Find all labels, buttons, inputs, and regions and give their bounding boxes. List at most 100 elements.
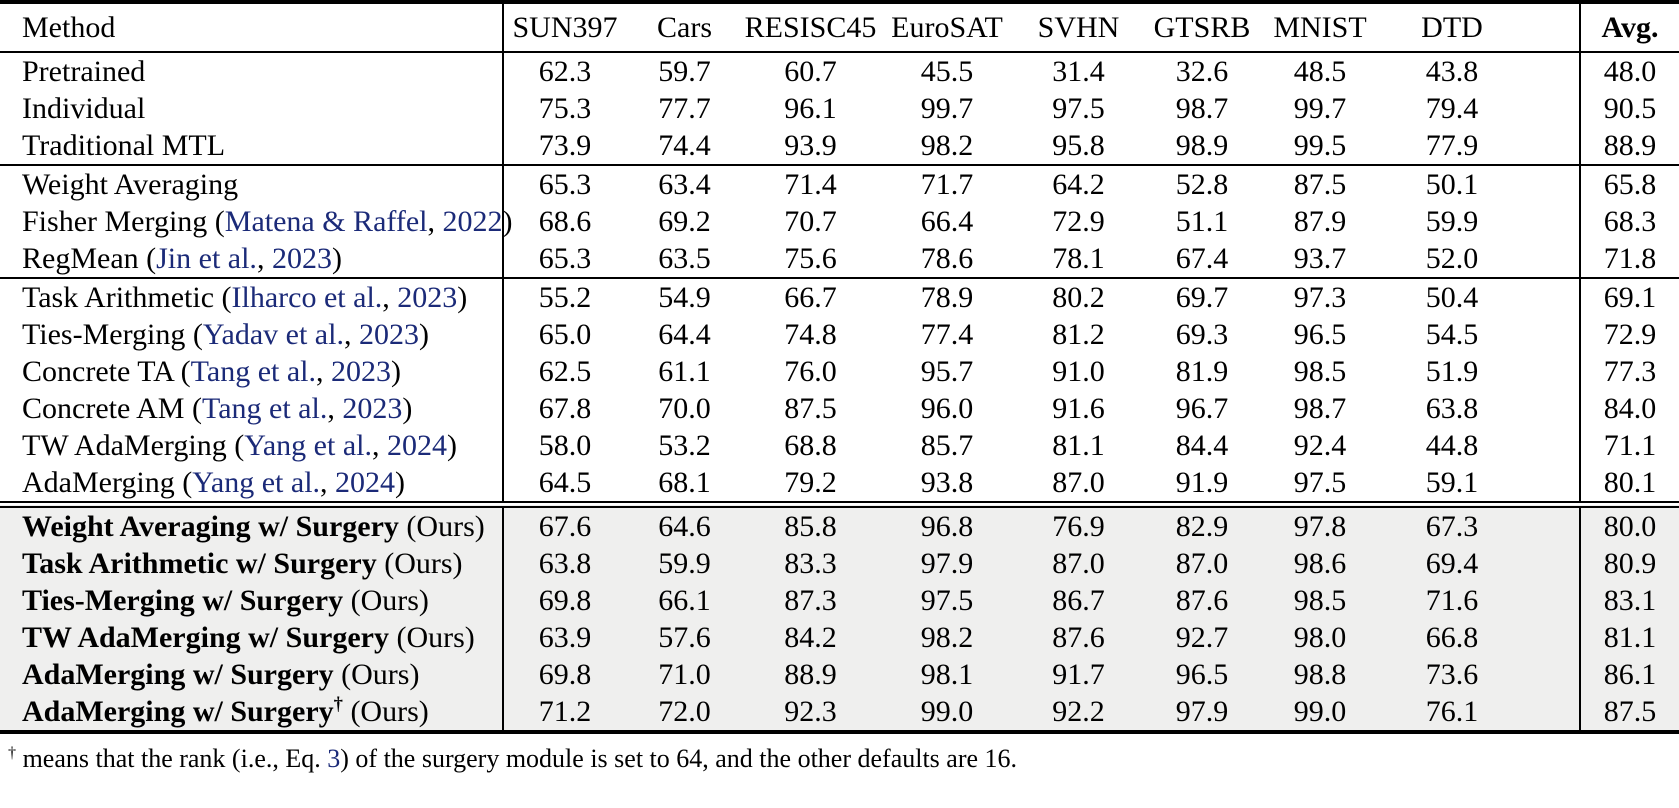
table-row: Concrete AM (Tang et al., 2023) 67.8 70.0 8… bbox=[0, 390, 1679, 427]
score-cell: 74.4 bbox=[626, 127, 743, 166]
method-label-text: Individual bbox=[22, 92, 146, 125]
avg-cell: 90.5 bbox=[1579, 90, 1679, 127]
citation-link[interactable]: Tang et al. bbox=[201, 392, 328, 425]
score-cell: 98.6 bbox=[1293, 547, 1347, 580]
score-cell: 74.8 bbox=[784, 318, 837, 351]
table-row: AdaMerging w/ Surgery† (Ours) 71.2 72.0 92.… bbox=[0, 693, 1679, 734]
dagger-superscript: † bbox=[333, 694, 343, 715]
score-cell: 78.9 bbox=[920, 281, 974, 314]
method-label-text: Ties-Merging ( bbox=[22, 318, 203, 351]
table-row: RegMean (Jin et al., 2023) 65.3 63.5 75.6 78… bbox=[0, 240, 1679, 279]
score-cell: 91.0 bbox=[1052, 355, 1105, 388]
score-cell: 91.9 bbox=[1141, 464, 1263, 508]
footnote: † means that the rank (i.e., Eq. 3) of t… bbox=[0, 734, 1679, 774]
method-name: AdaMerging w/ Surgery bbox=[22, 695, 334, 728]
table-row: TW AdaMerging w/ Surgery (Ours) 63.9 57.6 8… bbox=[0, 619, 1679, 656]
method-label-text: RegMean ( bbox=[22, 242, 157, 275]
score-cell: 69.2 bbox=[658, 205, 711, 238]
score-cell: 92.2 bbox=[1016, 693, 1141, 734]
score-cell: 65.0 bbox=[538, 318, 592, 351]
score-cell: 70.7 bbox=[784, 205, 837, 238]
score-cell: 93.7 bbox=[1263, 240, 1377, 279]
avg-cell: 68.3 bbox=[1579, 203, 1679, 240]
table-row: Task Arithmetic (Ilharco et al., 2023) 55… bbox=[0, 278, 1679, 316]
column-header-dtd: DTD bbox=[1377, 2, 1580, 53]
method-label-text: Traditional MTL bbox=[22, 129, 226, 162]
equation-link[interactable]: 3 bbox=[327, 744, 341, 773]
avg-cell: 80.9 bbox=[1579, 545, 1679, 582]
citation-link[interactable]: Matena & Raffel bbox=[224, 205, 428, 238]
score-cell: 75.6 bbox=[743, 240, 878, 279]
table-row: Weight Averaging w/ Surgery (Ours) 67.6 64… bbox=[0, 504, 1679, 545]
method-label-text: Weight Averaging bbox=[22, 168, 239, 201]
method-cell: Individual bbox=[0, 90, 504, 127]
score-cell: 92.7 bbox=[1175, 621, 1229, 654]
score-cell: 65.3 bbox=[503, 240, 626, 279]
score-cell: 76.9 bbox=[1052, 510, 1105, 543]
table-row: Ties-Merging (Yadav et al., 2023) 65.0 64.… bbox=[0, 316, 1679, 353]
method-cell: AdaMerging w/ Surgery (Ours) bbox=[0, 656, 504, 693]
score-cell: 79.2 bbox=[743, 464, 878, 508]
method-label-text: , bbox=[320, 466, 336, 499]
citation-link[interactable]: 2024 bbox=[335, 466, 396, 499]
score-cell: 69.7 bbox=[1175, 281, 1229, 314]
method-label-text: , bbox=[371, 429, 387, 462]
score-cell: 95.8 bbox=[1016, 127, 1141, 166]
table-row: Task Arithmetic w/ Surgery (Ours) 63.8 59.… bbox=[0, 545, 1679, 582]
score-cell: 97.5 bbox=[1052, 92, 1105, 125]
score-cell: 97.9 bbox=[1141, 693, 1263, 734]
method-cell: RegMean (Jin et al., 2023) bbox=[0, 240, 504, 279]
score-cell: 31.4 bbox=[1052, 55, 1105, 88]
citation-link[interactable]: 2023 bbox=[271, 242, 332, 275]
table-row: Weight Averaging 65.3 63.4 71.4 71.7 64.2 52.8… bbox=[0, 165, 1679, 203]
score-cell: 82.9 bbox=[1175, 510, 1229, 543]
score-cell: 83.3 bbox=[784, 547, 837, 580]
citation-link[interactable]: Ilharco et al. bbox=[231, 281, 383, 314]
method-cell: TW AdaMerging (Yang et al., 2024) bbox=[0, 427, 504, 464]
score-cell: 96.1 bbox=[784, 92, 837, 125]
score-cell: 59.9 bbox=[1425, 205, 1479, 238]
avg-cell: 87.5 bbox=[1579, 693, 1679, 734]
citation-link[interactable]: Yang et al. bbox=[244, 429, 372, 462]
score-cell: 98.0 bbox=[1293, 621, 1347, 654]
method-label-text: (Ours) bbox=[342, 695, 429, 728]
method-label-text: ) bbox=[391, 355, 402, 388]
score-cell: 97.5 bbox=[1263, 464, 1377, 508]
score-cell: 52.8 bbox=[1175, 168, 1229, 201]
citation-link[interactable]: 2023 bbox=[397, 281, 458, 314]
citation-link[interactable]: 2023 bbox=[331, 355, 392, 388]
citation-link[interactable]: 2024 bbox=[386, 429, 447, 462]
score-cell: 97.9 bbox=[920, 547, 974, 580]
score-cell: 59.7 bbox=[658, 55, 711, 88]
citation-link[interactable]: Jin et al. bbox=[156, 242, 257, 275]
avg-cell: 80.1 bbox=[1579, 464, 1679, 508]
score-cell: 98.8 bbox=[1293, 658, 1347, 691]
column-header-mnist: MNIST bbox=[1263, 2, 1377, 53]
score-cell: 66.7 bbox=[784, 281, 837, 314]
results-table: Method SUN397 Cars RESISC45 EuroSAT SVHN GTSRB… bbox=[0, 0, 1679, 734]
method-label-text: (Ours) bbox=[388, 621, 475, 654]
score-cell: 63.5 bbox=[626, 240, 743, 279]
method-label-text: Task Arithmetic ( bbox=[22, 281, 232, 314]
score-cell: 64.4 bbox=[658, 318, 711, 351]
table-row: Ties-Merging w/ Surgery (Ours) 69.8 66.1 87… bbox=[0, 582, 1679, 619]
score-cell: 62.3 bbox=[538, 55, 592, 88]
score-cell: 54.9 bbox=[658, 281, 711, 314]
method-label-text: Concrete TA ( bbox=[22, 355, 191, 388]
method-label-text: ) bbox=[502, 205, 513, 238]
citation-link[interactable]: 2023 bbox=[358, 318, 419, 351]
score-cell: 87.0 bbox=[1016, 464, 1141, 508]
citation-link[interactable]: Tang et al. bbox=[190, 355, 317, 388]
citation-link[interactable]: 2022 bbox=[442, 205, 503, 238]
score-cell: 45.5 bbox=[920, 55, 974, 88]
score-cell: 96.7 bbox=[1175, 392, 1229, 425]
citation-link[interactable]: 2023 bbox=[342, 392, 403, 425]
score-cell: 71.2 bbox=[503, 693, 626, 734]
table-row: Individual 75.3 77.7 96.1 99.7 97.5 98.7 99.7 79… bbox=[0, 90, 1679, 127]
citation-link[interactable]: Yang et al. bbox=[192, 466, 321, 499]
score-cell: 44.8 bbox=[1425, 429, 1479, 462]
avg-cell: 81.1 bbox=[1579, 619, 1679, 656]
citation-link[interactable]: Yadav et al. bbox=[202, 318, 344, 351]
method-label-text: , bbox=[343, 318, 359, 351]
method-name: Weight Averaging w/ Surgery bbox=[22, 510, 399, 543]
